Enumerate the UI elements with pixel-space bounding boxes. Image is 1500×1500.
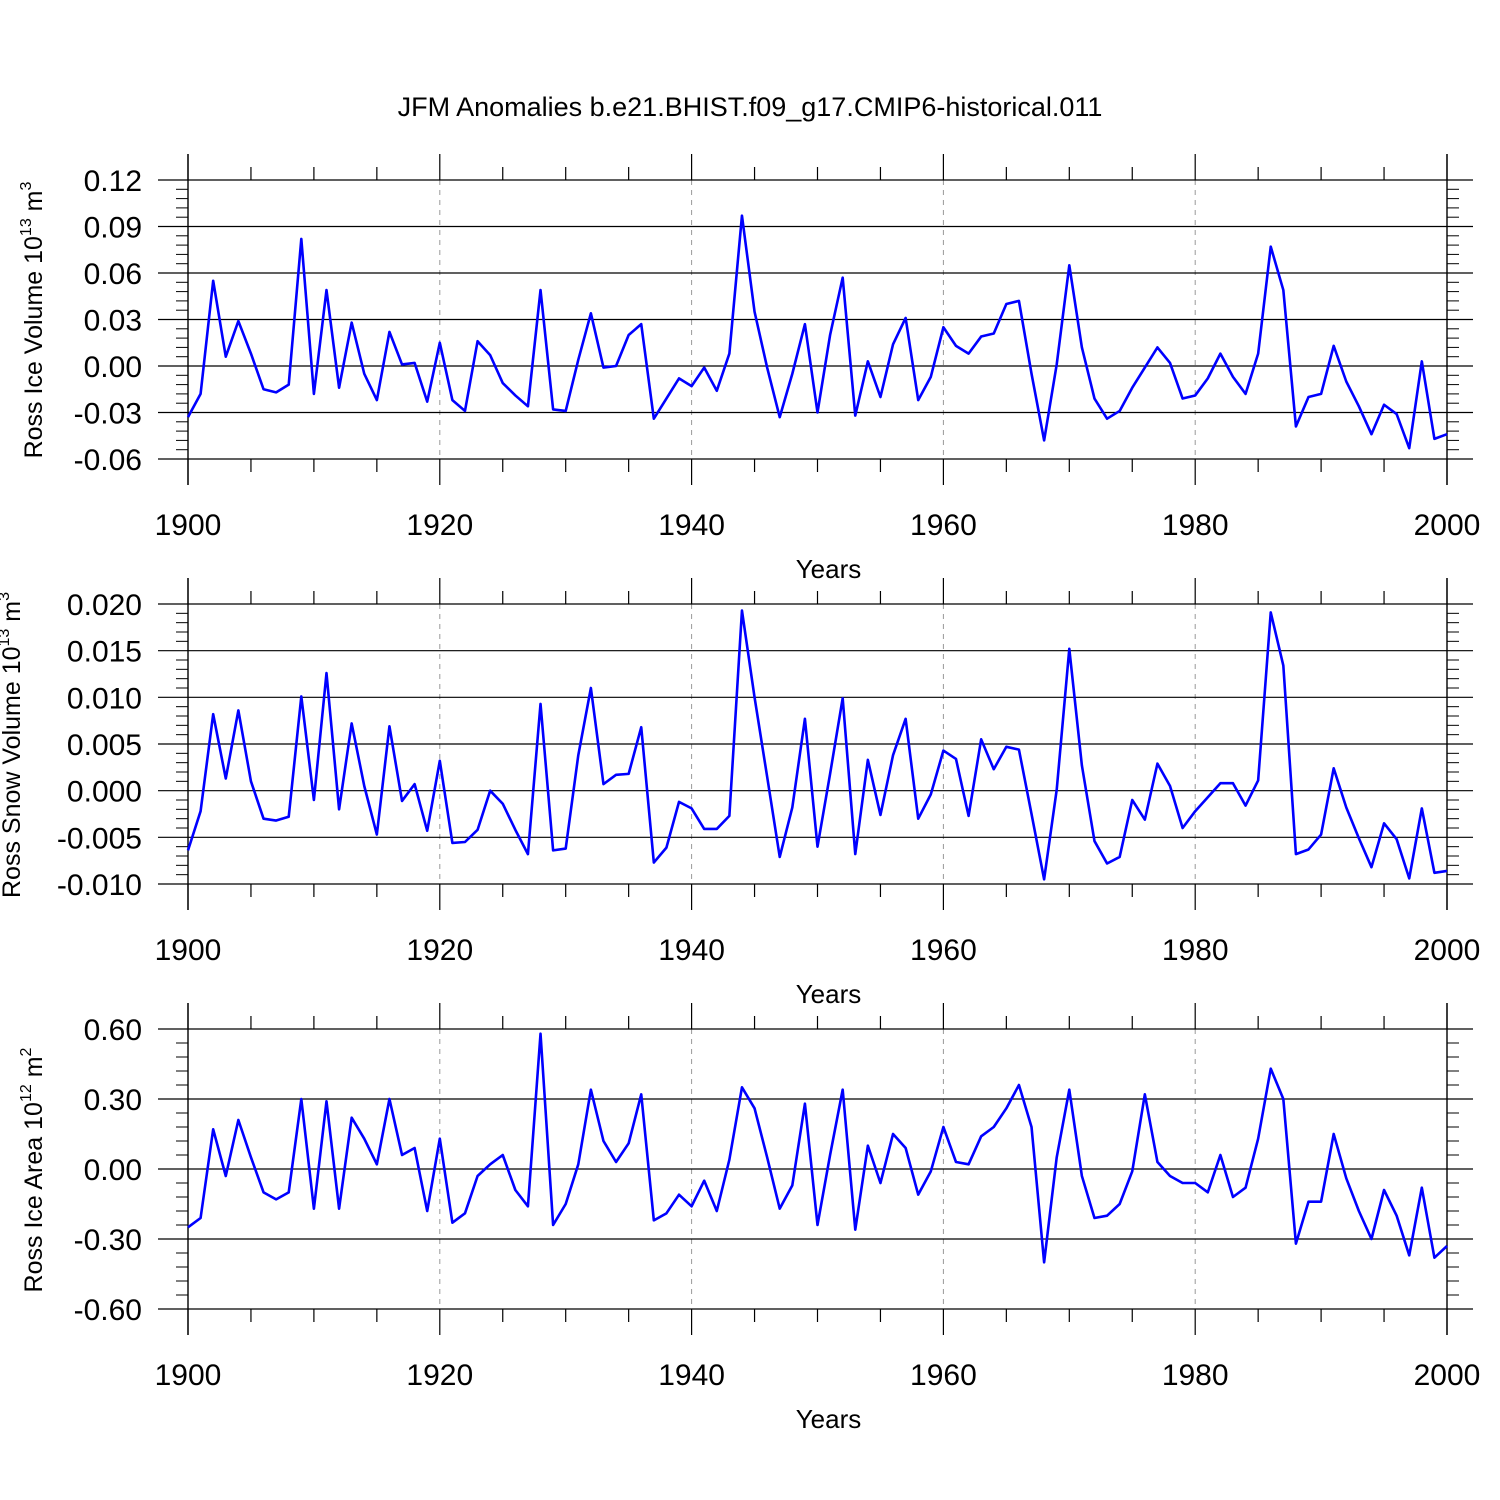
y-tick-label: -0.06 xyxy=(74,444,142,477)
x-tick-label: 1900 xyxy=(155,1359,222,1392)
y-tick-label: 0.03 xyxy=(84,305,142,338)
y-tick-label: -0.03 xyxy=(74,398,142,431)
x-tick-label: 1940 xyxy=(658,934,725,967)
figure-title: JFM Anomalies b.e21.BHIST.f09_g17.CMIP6-… xyxy=(398,92,1103,122)
y-axis-label: Ross Snow Volume 1013 m3 xyxy=(0,592,26,898)
x-tick-label: 2000 xyxy=(1414,1359,1481,1392)
y-axis-label-text: Ross Ice Volume 10 xyxy=(20,236,48,458)
y-tick-label: 0.020 xyxy=(67,589,142,622)
x-tick-label: 1960 xyxy=(910,934,977,967)
y-axis-label-text: Ross Snow Volume 10 xyxy=(0,646,26,898)
x-axis-label: Years xyxy=(796,1404,862,1434)
y-tick-label: 0.000 xyxy=(67,776,142,809)
y-tick-label: -0.30 xyxy=(74,1224,142,1257)
x-tick-label: 2000 xyxy=(1414,509,1481,542)
y-axis-label-text: m xyxy=(20,190,48,218)
y-axis-label: Ross Ice Volume 1013 m3 xyxy=(18,181,48,458)
y-tick-label: 0.005 xyxy=(67,729,142,762)
y-tick-label: -0.005 xyxy=(57,822,142,855)
y-axis-label-text: m xyxy=(0,601,26,629)
y-axis-label-exponent: 13 xyxy=(0,629,13,647)
y-axis-label-exponent: 12 xyxy=(18,1084,35,1102)
x-tick-label: 1920 xyxy=(406,509,473,542)
x-tick-label: 1920 xyxy=(406,1359,473,1392)
series-line xyxy=(186,609,1448,881)
panel-snow-volume: 0.020 0.015 0.010 0.005 0.000 -0.005 -0.010 190… xyxy=(0,578,1480,1009)
y-axis-label-exponent: 3 xyxy=(0,592,13,601)
x-tick-label: 1940 xyxy=(658,1359,725,1392)
y-tick-label: 0.60 xyxy=(84,1014,142,1047)
x-tick-label: 1900 xyxy=(155,934,222,967)
x-tick-label: 1960 xyxy=(910,1359,977,1392)
x-tick-label: 1980 xyxy=(1162,509,1229,542)
y-tick-label: 0.015 xyxy=(67,636,142,669)
x-tick-label: 1920 xyxy=(406,934,473,967)
y-axis-label-text: m xyxy=(20,1056,48,1084)
y-tick-label: 0.00 xyxy=(84,351,142,384)
x-tick-label: 1980 xyxy=(1162,1359,1229,1392)
x-tick-label: 1940 xyxy=(658,509,725,542)
y-tick-label: 0.30 xyxy=(84,1084,142,1117)
y-axis-label-exponent: 3 xyxy=(18,181,35,190)
y-tick-label: 0.09 xyxy=(84,212,142,245)
panel-ice-area: 0.60 0.30 0.00 -0.30 -0.60 1900 1920 1940 1960 19… xyxy=(18,1003,1480,1434)
x-tick-label: 1960 xyxy=(910,509,977,542)
x-tick-label: 1900 xyxy=(155,509,222,542)
y-axis-label-exponent: 13 xyxy=(18,218,35,236)
y-axis-label-text: Ross Ice Area 10 xyxy=(20,1102,48,1292)
y-tick-label: 0.010 xyxy=(67,682,142,715)
panel-ice-volume: 0.12 0.09 0.06 0.03 0.00 -0.03 -0.06 1900 1920 19… xyxy=(18,154,1480,584)
y-tick-label: 0.12 xyxy=(84,165,142,198)
y-tick-label: 0.00 xyxy=(84,1154,142,1187)
x-tick-label: 1980 xyxy=(1162,934,1229,967)
x-tick-label: 2000 xyxy=(1414,934,1481,967)
y-axis-label-exponent: 2 xyxy=(18,1047,35,1056)
y-axis-label: Ross Ice Area 1012 m2 xyxy=(18,1047,48,1292)
series-line xyxy=(187,1032,1448,1264)
x-axis-label: Years xyxy=(796,554,862,584)
y-tick-label: -0.60 xyxy=(74,1294,142,1327)
y-tick-label: 0.06 xyxy=(84,258,142,291)
y-tick-label: -0.010 xyxy=(57,869,142,902)
series-line xyxy=(186,214,1448,450)
x-axis-label: Years xyxy=(796,979,862,1009)
